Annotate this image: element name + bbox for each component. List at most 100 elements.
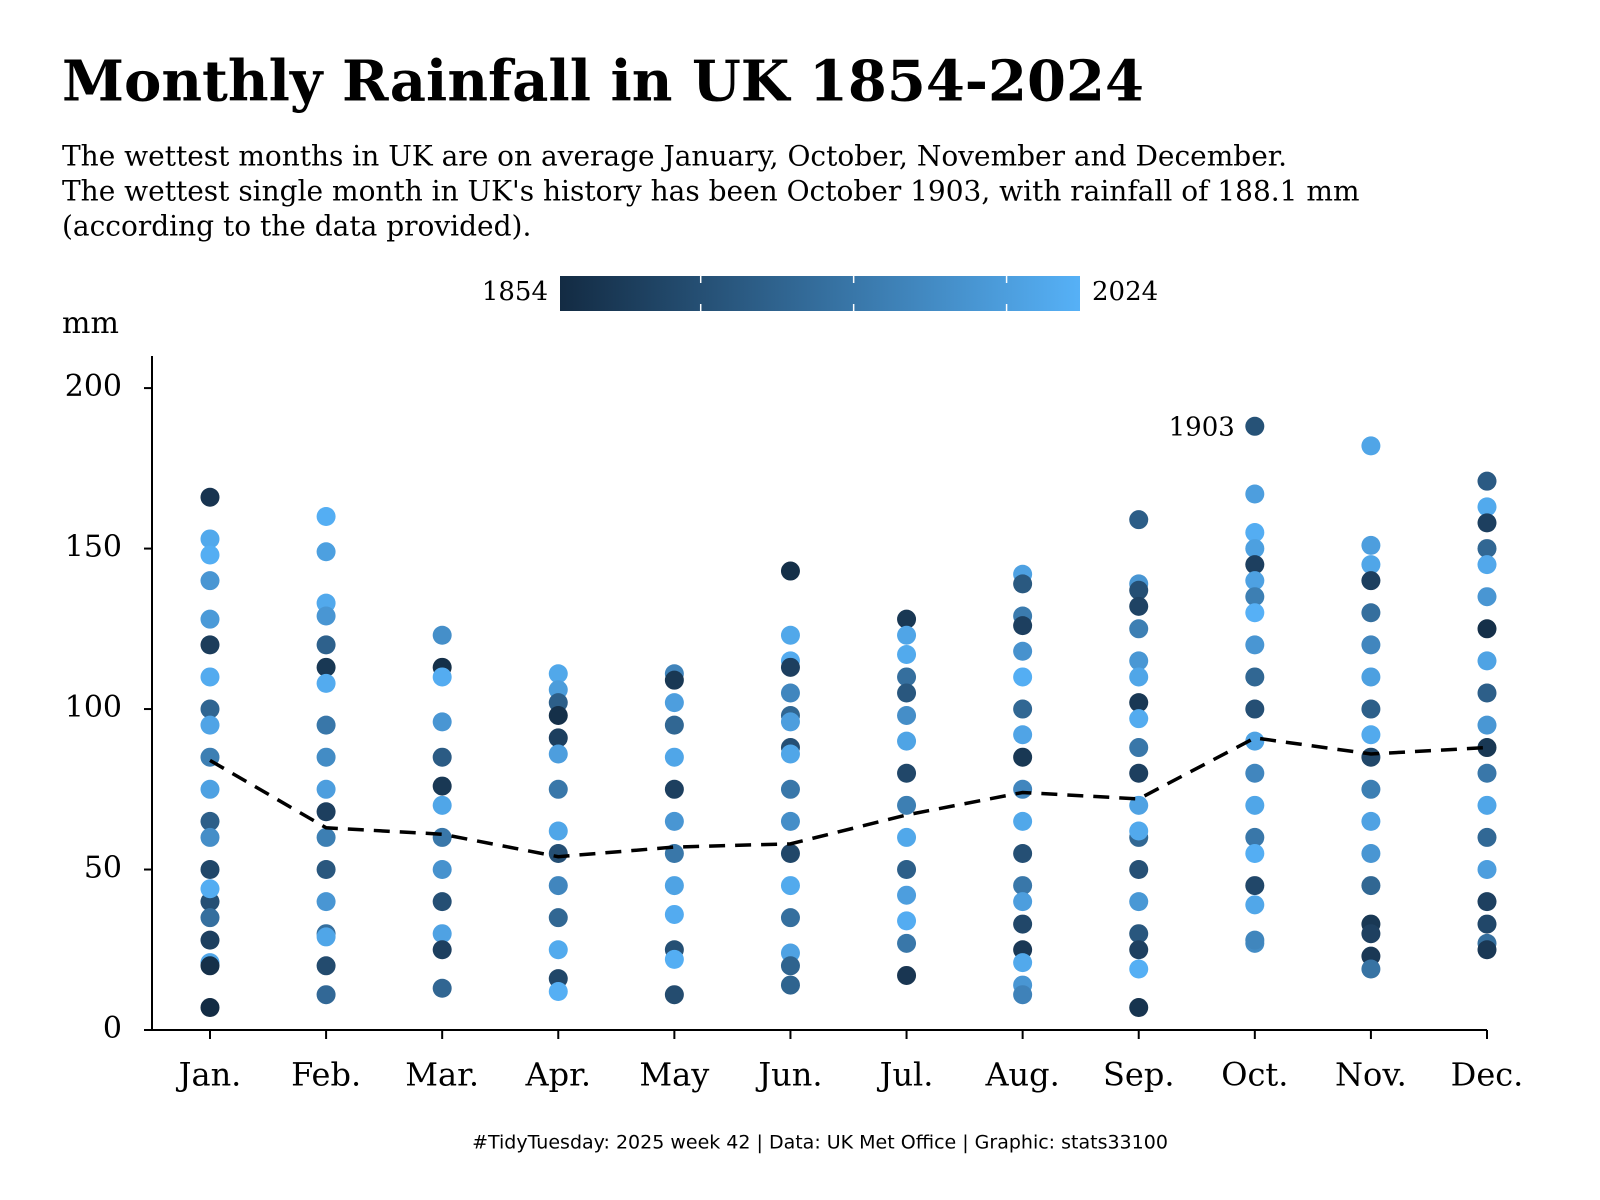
point bbox=[897, 625, 917, 645]
point bbox=[1245, 603, 1265, 623]
point bbox=[432, 625, 452, 645]
point bbox=[1477, 940, 1497, 960]
point bbox=[1477, 497, 1497, 517]
point bbox=[432, 712, 452, 732]
point bbox=[664, 876, 684, 896]
x-tick-label: Jun. bbox=[755, 1056, 822, 1094]
y-tick-label: 150 bbox=[65, 530, 122, 565]
annotation: 1903 bbox=[1169, 412, 1235, 442]
point bbox=[1477, 683, 1497, 703]
point bbox=[897, 933, 917, 953]
point bbox=[200, 879, 220, 899]
point bbox=[200, 571, 220, 591]
point bbox=[200, 667, 220, 687]
point bbox=[432, 924, 452, 944]
point bbox=[200, 487, 220, 507]
point bbox=[897, 911, 917, 931]
point bbox=[1013, 699, 1033, 719]
point bbox=[1013, 892, 1033, 912]
point bbox=[432, 827, 452, 847]
point bbox=[548, 744, 568, 764]
point bbox=[432, 940, 452, 960]
point bbox=[548, 779, 568, 799]
point bbox=[1361, 779, 1381, 799]
point bbox=[1361, 699, 1381, 719]
point bbox=[897, 827, 917, 847]
point bbox=[897, 965, 917, 985]
x-tick-label: Apr. bbox=[524, 1056, 591, 1094]
subtitle: The wettest single month in UK's history… bbox=[62, 175, 1360, 208]
point bbox=[1129, 821, 1149, 841]
point bbox=[1129, 667, 1149, 687]
point bbox=[1245, 763, 1265, 783]
point bbox=[316, 802, 336, 822]
point bbox=[1129, 940, 1149, 960]
point bbox=[1245, 827, 1265, 847]
x-tick-label: Nov. bbox=[1335, 1056, 1407, 1094]
point bbox=[1129, 924, 1149, 944]
point bbox=[1245, 895, 1265, 915]
point bbox=[780, 975, 800, 995]
point bbox=[1245, 416, 1265, 436]
point bbox=[1245, 587, 1265, 607]
point bbox=[1477, 539, 1497, 559]
point bbox=[548, 705, 568, 725]
point bbox=[200, 529, 220, 549]
point bbox=[1245, 555, 1265, 575]
point bbox=[1013, 876, 1033, 896]
point bbox=[780, 956, 800, 976]
point bbox=[1245, 795, 1265, 815]
point bbox=[316, 892, 336, 912]
point bbox=[1129, 959, 1149, 979]
point bbox=[1477, 471, 1497, 491]
point bbox=[664, 949, 684, 969]
point bbox=[316, 927, 336, 947]
point bbox=[897, 667, 917, 687]
point bbox=[1013, 641, 1033, 661]
point bbox=[200, 545, 220, 565]
point bbox=[897, 885, 917, 905]
point bbox=[1013, 574, 1033, 594]
point bbox=[780, 908, 800, 928]
point bbox=[200, 827, 220, 847]
point bbox=[316, 985, 336, 1005]
point bbox=[1361, 436, 1381, 456]
colorbar-min-label: 1854 bbox=[482, 277, 548, 307]
point bbox=[1129, 998, 1149, 1018]
point bbox=[1245, 523, 1265, 543]
point bbox=[1245, 731, 1265, 751]
y-tick-label: 100 bbox=[65, 690, 122, 725]
point bbox=[1129, 795, 1149, 815]
point bbox=[1245, 667, 1265, 687]
point bbox=[316, 542, 336, 562]
point bbox=[780, 876, 800, 896]
point bbox=[316, 606, 336, 626]
x-tick-label: Feb. bbox=[291, 1056, 361, 1094]
point bbox=[1129, 596, 1149, 616]
point bbox=[1245, 571, 1265, 591]
point bbox=[316, 860, 336, 880]
point bbox=[1129, 651, 1149, 671]
point bbox=[1361, 924, 1381, 944]
point bbox=[897, 644, 917, 664]
point bbox=[548, 908, 568, 928]
point bbox=[780, 561, 800, 581]
x-tick-label: Mar. bbox=[405, 1056, 479, 1094]
point bbox=[664, 715, 684, 735]
point bbox=[200, 930, 220, 950]
point bbox=[780, 712, 800, 732]
point bbox=[780, 843, 800, 863]
point bbox=[664, 811, 684, 831]
point bbox=[432, 667, 452, 687]
point bbox=[1245, 843, 1265, 863]
point bbox=[664, 779, 684, 799]
point bbox=[200, 635, 220, 655]
point bbox=[780, 779, 800, 799]
point bbox=[200, 779, 220, 799]
point bbox=[1129, 693, 1149, 713]
point bbox=[548, 728, 568, 748]
point bbox=[1129, 763, 1149, 783]
point bbox=[897, 609, 917, 629]
